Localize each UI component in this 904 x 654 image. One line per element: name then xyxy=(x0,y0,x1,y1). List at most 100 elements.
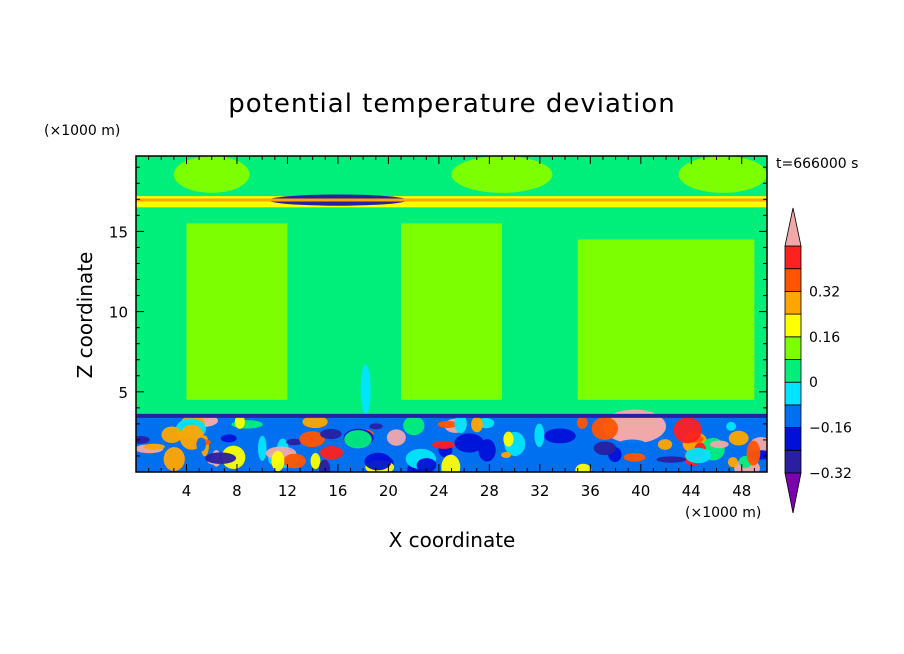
boundary-cell xyxy=(576,416,588,429)
x-unit-label: (×1000 m) xyxy=(685,505,761,521)
boundary-cell xyxy=(319,446,344,460)
field-region xyxy=(401,223,502,400)
boundary-cell xyxy=(710,440,729,449)
field-region xyxy=(678,156,767,193)
boundary-cell xyxy=(234,414,245,429)
boundary-cell xyxy=(437,420,458,429)
boundary-cell xyxy=(286,438,303,446)
boundary-cell xyxy=(685,447,711,464)
boundary-cell xyxy=(544,428,576,444)
boundary-cell xyxy=(728,430,749,446)
boundary-cell xyxy=(344,430,372,449)
y-tick-label: 15 xyxy=(109,223,128,241)
boundary-cell xyxy=(161,426,183,444)
x-tick-label: 24 xyxy=(429,482,448,500)
boundary-cell xyxy=(258,435,267,461)
y-unit-label: (×1000 m) xyxy=(44,123,120,139)
boundary-cell xyxy=(727,456,738,468)
boundary-cell xyxy=(271,450,285,472)
boundary-cell xyxy=(623,453,646,462)
boundary-cell xyxy=(454,433,485,453)
field-region xyxy=(186,223,288,400)
colorbar-label: 0.16 xyxy=(809,330,840,346)
boundary-cell xyxy=(403,416,425,436)
boundary-cell xyxy=(196,437,206,452)
boundary-cell xyxy=(416,458,437,472)
colorbar-segment xyxy=(784,381,802,406)
boundary-cell xyxy=(534,423,545,448)
boundary-cell xyxy=(163,447,185,472)
boundary-cell xyxy=(503,431,514,447)
colorbar-segment xyxy=(784,427,802,451)
x-tick-label: 48 xyxy=(732,482,751,500)
x-tick-label: 4 xyxy=(182,482,192,500)
boundary-cell xyxy=(302,415,328,429)
colorbar-segment xyxy=(784,268,802,292)
colorbar-segment xyxy=(784,404,802,428)
field-region xyxy=(451,156,553,193)
tropopause-streak xyxy=(136,198,767,202)
boundary-cell xyxy=(220,434,237,443)
x-tick-label: 20 xyxy=(379,482,398,500)
inversion-line xyxy=(136,413,767,418)
boundary-cell xyxy=(618,439,646,448)
x-tick-label: 40 xyxy=(631,482,650,500)
x-tick-label: 12 xyxy=(278,482,297,500)
x-axis-label: X coordinate xyxy=(389,528,516,552)
plot-area xyxy=(135,155,768,473)
boundary-cell xyxy=(478,439,496,462)
colorbar: 0.32 0.16 0 −0.16 −0.32 xyxy=(784,207,852,514)
boundary-cell xyxy=(575,463,592,472)
boundary-cell xyxy=(500,451,512,458)
x-tick-label: 32 xyxy=(530,482,549,500)
boundary-cell xyxy=(318,459,331,472)
boundary-cell xyxy=(746,440,761,466)
boundary-cell xyxy=(143,443,165,450)
boundary-cell xyxy=(204,452,237,464)
boundary-cell xyxy=(299,431,325,448)
boundary-cell xyxy=(593,441,617,456)
field-region xyxy=(136,196,767,208)
x-tick-label: 16 xyxy=(328,482,347,500)
boundary-cell xyxy=(310,453,321,470)
field-region xyxy=(360,364,371,415)
boundary-cell xyxy=(364,452,392,471)
colorbar-label: 0.32 xyxy=(809,284,840,300)
boundary-cell xyxy=(656,456,687,463)
colorbar-segment xyxy=(784,245,802,270)
x-tick-label: 28 xyxy=(480,482,499,500)
x-tick-label: 36 xyxy=(581,482,600,500)
chart-title: potential temperature deviation xyxy=(228,89,675,119)
boundary-cell xyxy=(369,423,383,430)
colorbar-segment xyxy=(784,290,802,315)
time-label: t=666000 s xyxy=(776,156,858,172)
boundary-cell xyxy=(471,416,483,433)
colorbar-top-arrow xyxy=(784,207,802,247)
colorbar-segment xyxy=(784,336,802,360)
boundary-cell xyxy=(657,439,673,450)
field-region xyxy=(577,239,755,400)
boundary-cell xyxy=(136,436,150,444)
y-tick-label: 10 xyxy=(109,304,128,322)
colorbar-segment xyxy=(784,313,802,338)
boundary-cell xyxy=(454,414,467,434)
colorbar-label: 0 xyxy=(809,375,818,391)
boundary-cell xyxy=(441,454,461,472)
boundary-cell xyxy=(726,421,737,431)
colorbar-label: −0.32 xyxy=(809,466,852,482)
field-region xyxy=(173,156,250,193)
colorbar-label: −0.16 xyxy=(809,421,852,437)
y-axis-label: Z coordinate xyxy=(73,252,97,379)
colorbar-segment xyxy=(784,449,802,474)
boundary-cell xyxy=(591,416,619,441)
y-tick-label: 5 xyxy=(118,384,128,402)
colorbar-segment xyxy=(784,359,802,383)
colorbar-bottom-arrow xyxy=(784,472,802,514)
boundary-cell xyxy=(431,440,455,449)
field-region xyxy=(602,409,667,444)
boundary-cell xyxy=(673,417,702,444)
boundary-cell xyxy=(320,428,342,440)
boundary-cell xyxy=(386,429,406,446)
x-tick-label: 44 xyxy=(682,482,701,500)
